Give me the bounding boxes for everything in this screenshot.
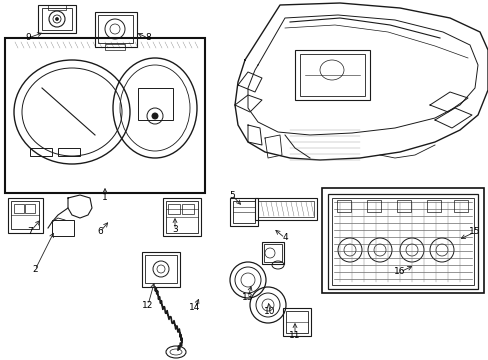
Bar (30, 148, 52, 156)
Text: 10: 10 (264, 307, 275, 316)
Bar (105, 44, 125, 50)
Text: 15: 15 (468, 228, 480, 237)
Text: 8: 8 (145, 33, 151, 42)
Bar (262, 242, 284, 264)
Bar (283, 308, 310, 336)
Bar (48, 5, 66, 10)
Bar (138, 88, 173, 120)
Bar (327, 194, 477, 289)
Bar (336, 200, 350, 212)
Bar (11, 201, 39, 229)
Bar (98, 15, 133, 43)
Bar (165, 201, 198, 233)
Text: 3: 3 (172, 225, 178, 234)
Text: 5: 5 (229, 190, 234, 199)
Bar (145, 255, 177, 283)
Text: 13: 13 (242, 293, 253, 302)
Bar (182, 204, 194, 214)
Bar (285, 311, 307, 333)
Bar (232, 201, 254, 223)
Circle shape (152, 113, 158, 119)
Bar (453, 200, 467, 212)
Text: 2: 2 (32, 266, 38, 274)
Text: 11: 11 (289, 330, 300, 339)
Text: 9: 9 (25, 33, 31, 42)
Bar (58, 148, 80, 156)
Bar (229, 198, 258, 226)
Bar (168, 204, 180, 214)
Bar (426, 200, 440, 212)
Text: 12: 12 (142, 301, 153, 310)
Bar (5, 38, 204, 193)
Bar (258, 201, 313, 217)
Bar (366, 200, 380, 212)
Text: 4: 4 (282, 234, 287, 243)
Text: 7: 7 (27, 228, 33, 237)
Bar (331, 198, 473, 285)
Bar (264, 244, 282, 262)
Bar (254, 198, 316, 220)
Bar (52, 220, 74, 236)
Bar (299, 54, 364, 96)
Bar (294, 50, 369, 100)
Text: 6: 6 (97, 228, 102, 237)
Bar (95, 12, 137, 47)
Bar (14, 204, 24, 213)
Text: 14: 14 (189, 303, 200, 312)
Bar (8, 198, 43, 233)
Bar (42, 8, 72, 30)
Text: 1: 1 (102, 193, 108, 202)
Bar (163, 198, 201, 236)
Bar (25, 204, 35, 213)
Circle shape (55, 18, 59, 21)
Text: 16: 16 (393, 267, 405, 276)
Bar (142, 252, 180, 287)
Bar (38, 5, 76, 33)
Bar (321, 188, 483, 293)
Bar (396, 200, 410, 212)
